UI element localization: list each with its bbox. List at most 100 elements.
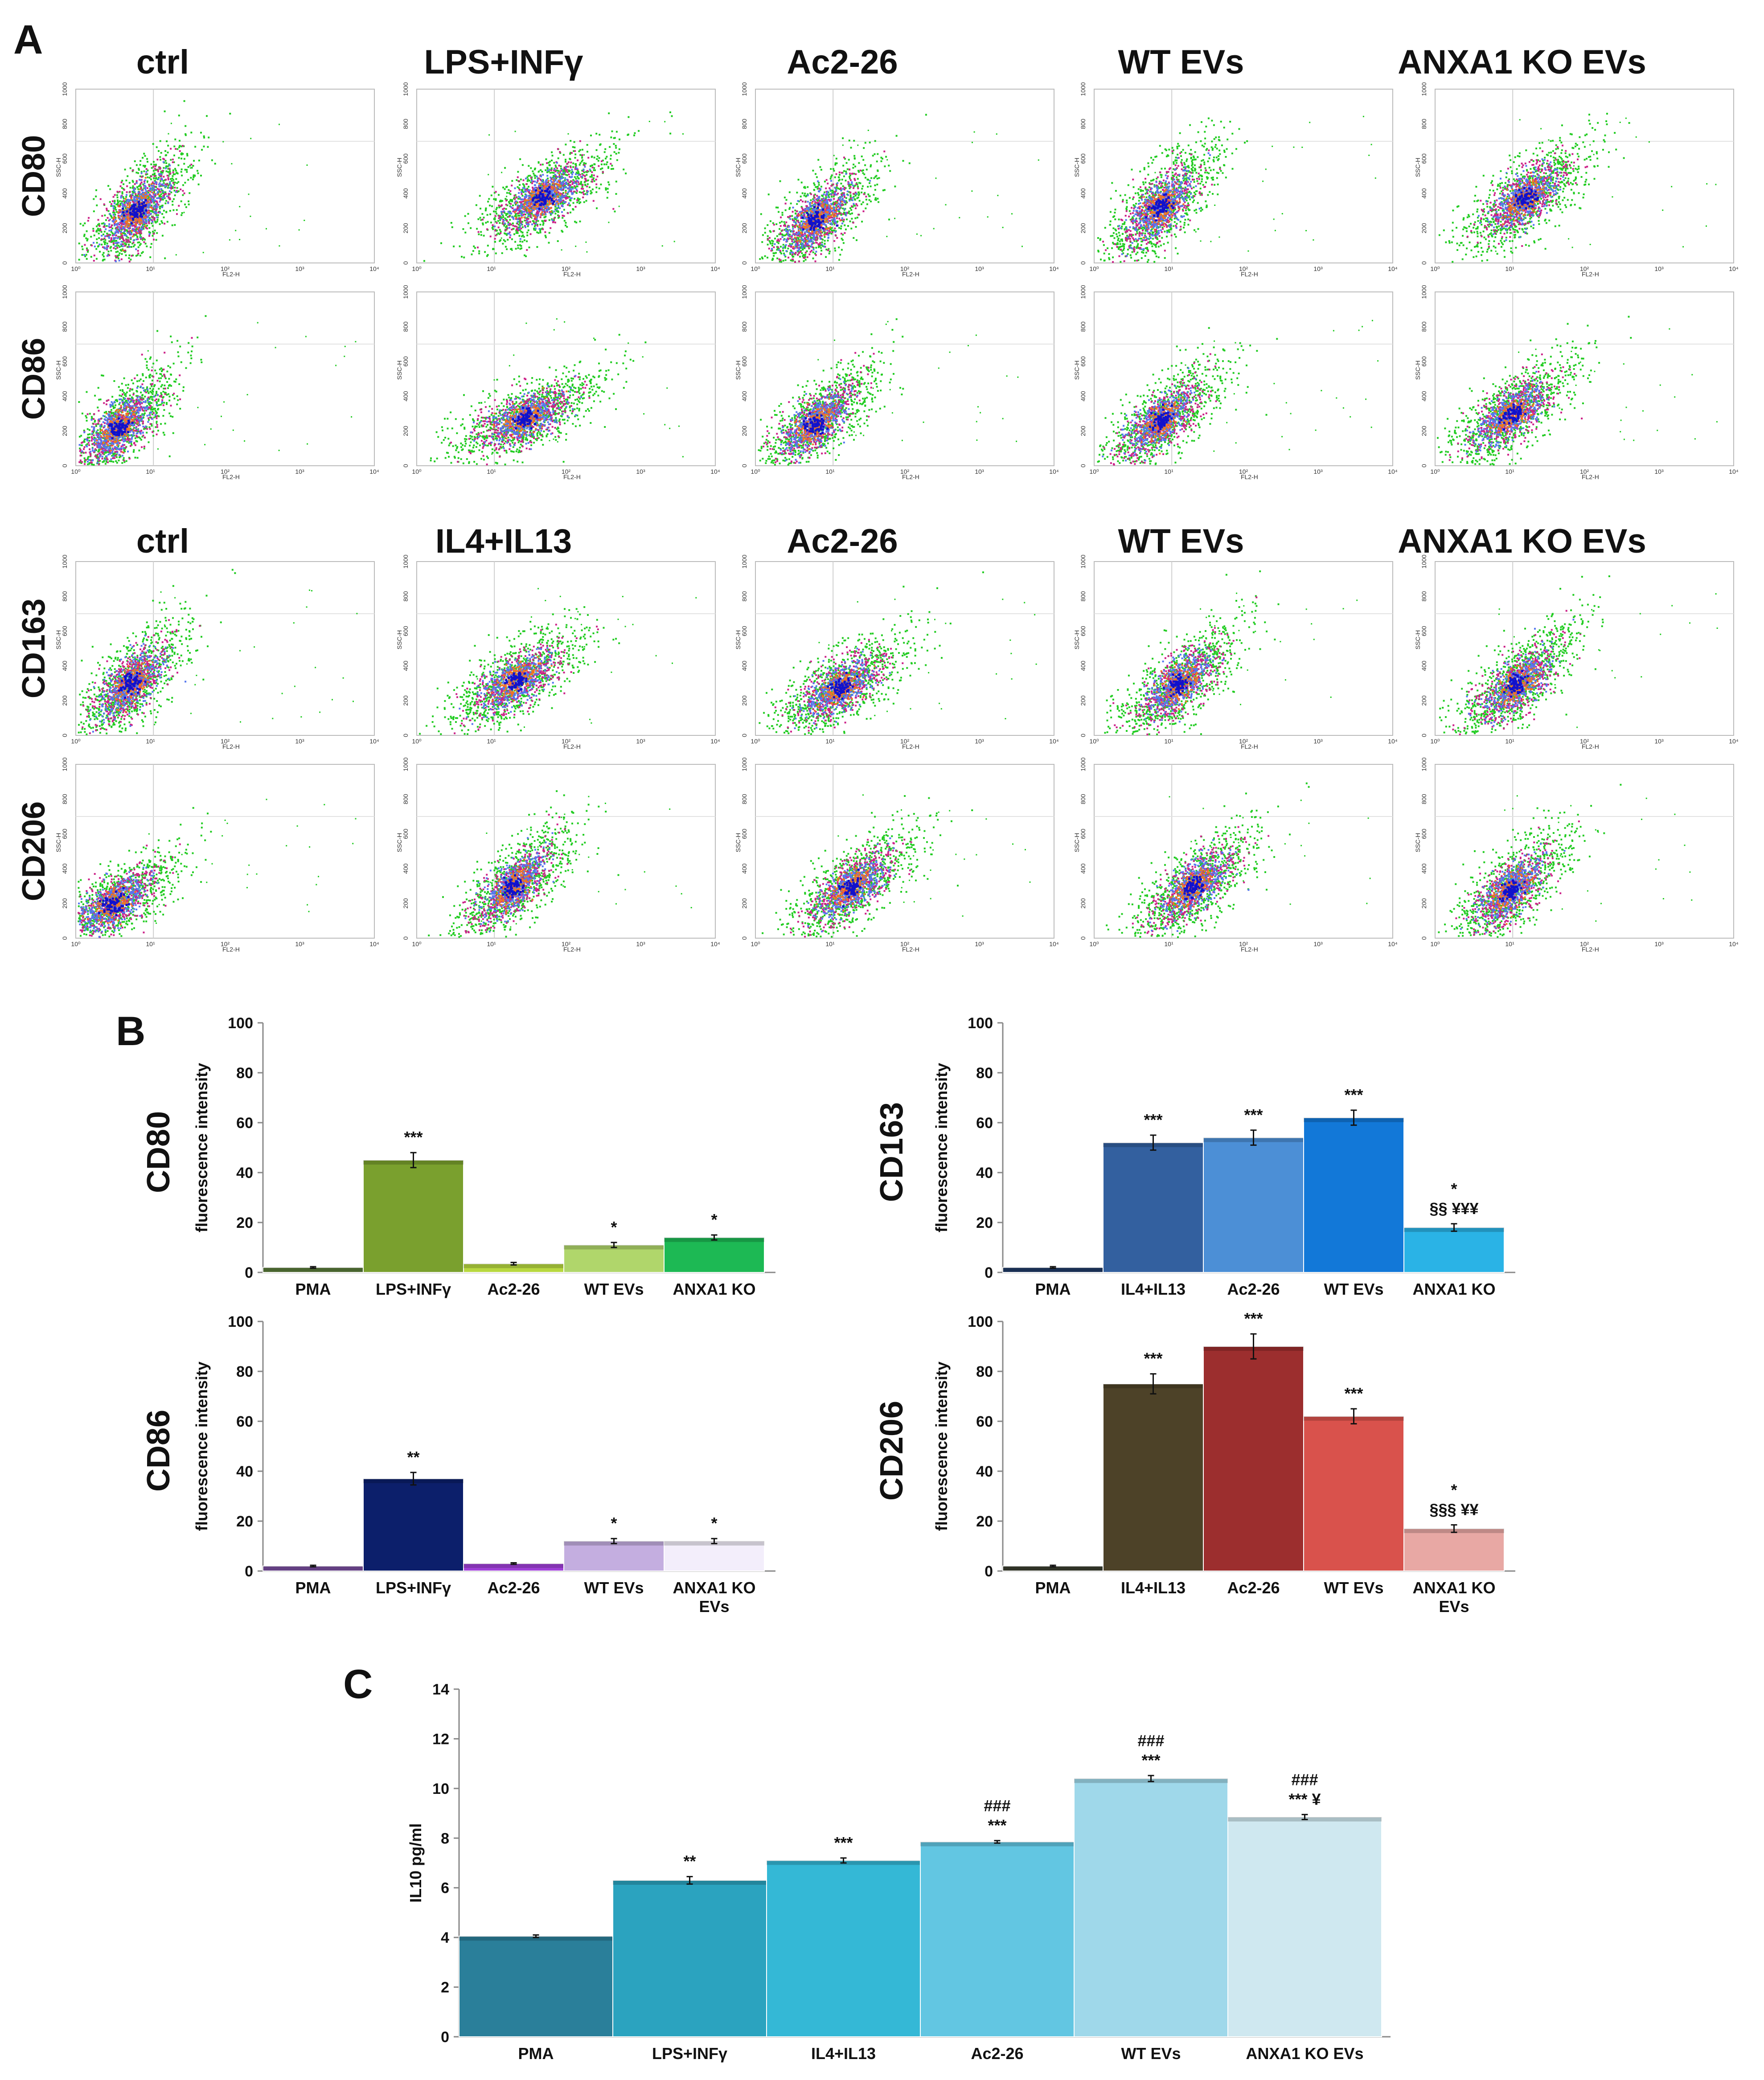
x-tick: 10¹ (146, 468, 155, 475)
y-tick: 600 (402, 356, 409, 367)
flow-plot-cd163-1: 10⁰ 10¹ 10² 10³ 10⁴ FL2-H 0 200 400 600 800 1000 SSC… (55, 554, 379, 750)
x-tick: 10⁴ (1049, 940, 1059, 948)
significance-label: * (1451, 1481, 1457, 1499)
y-tick: 0 (1420, 464, 1428, 468)
y-tick: 0 (741, 734, 748, 737)
x-tick: 10³ (1313, 738, 1323, 745)
x-tick: 10⁴ (1049, 468, 1059, 475)
x-tick: 10¹ (1164, 940, 1173, 948)
y-tick: 400 (741, 863, 748, 874)
scatter-points (1106, 782, 1310, 938)
y-axis-label: SSC-H (55, 630, 62, 650)
y-tick-label: 0 (245, 1264, 253, 1281)
flow-plot-cd163-4: 10⁰ 10¹ 10² 10³ 10⁴ FL2-H 0 200 400 600 800 1000 SSC… (1073, 554, 1398, 750)
significance-label: *** (1344, 1086, 1363, 1104)
plot-frame (755, 764, 1054, 939)
plot-frame (416, 89, 716, 263)
y-tick: 600 (741, 153, 748, 164)
y-tick: 200 (61, 223, 68, 234)
x-tick: 10³ (636, 265, 645, 272)
category-label: Ac2-26 (1227, 1280, 1280, 1298)
y-tick: 0 (402, 464, 409, 468)
bar-chart-cd86: 0 20 40 60 80 100 fluorescence intensity CD86 PM… (141, 1313, 775, 1616)
y-tick: 200 (1079, 426, 1087, 436)
x-axis-label: FL2-H (1582, 473, 1599, 480)
x-tick: 10⁴ (1729, 265, 1739, 272)
x-tick: 10⁴ (1729, 940, 1739, 948)
y-tick: 0 (61, 936, 68, 940)
y-tick: 1000 (61, 285, 68, 299)
x-tick: 10³ (1654, 940, 1664, 948)
y-axis-label: SSC-H (1414, 833, 1421, 853)
significance-label: ### (1291, 1770, 1318, 1789)
x-axis-label: FL2-H (902, 473, 919, 480)
x-tick: 10³ (295, 738, 304, 745)
x-tick: 10² (221, 265, 230, 272)
significance-label: *** (1141, 1751, 1160, 1769)
x-tick: 10⁰ (71, 265, 81, 272)
plot-frame (416, 764, 716, 939)
scatter-points (763, 352, 875, 464)
y-tick: 1000 (1420, 285, 1428, 299)
x-axis-label: FL2-H (902, 743, 919, 750)
x-tick: 10² (221, 940, 230, 948)
x-tick: 10⁴ (1049, 265, 1059, 272)
y-tick: 400 (1420, 188, 1428, 199)
category-label: WT EVs (584, 1280, 644, 1298)
y-tick: 200 (1079, 223, 1087, 234)
panel-letter-a: A (13, 17, 43, 62)
category-label: ANXA1 KO EVs (1246, 2044, 1363, 2063)
x-tick: 10⁴ (1388, 738, 1398, 745)
x-tick: 10⁰ (751, 265, 760, 272)
scatter-points (78, 807, 212, 938)
y-tick: 600 (1079, 829, 1087, 839)
scatter-points (1118, 152, 1211, 257)
y-axis-label: SSC-H (734, 158, 742, 177)
bar-chart-cd80: 0 20 40 60 80 100 fluorescence intensity CD80 PM… (141, 1015, 775, 1298)
x-tick: 10⁴ (1388, 265, 1398, 272)
y-tick-label: 60 (976, 1413, 993, 1430)
x-axis-label: FL2-H (1582, 271, 1599, 278)
y-tick: 200 (61, 898, 68, 909)
y-tick: 800 (741, 321, 748, 332)
x-tick: 10⁴ (369, 468, 379, 475)
x-tick: 10³ (975, 265, 984, 272)
y-tick: 200 (741, 898, 748, 909)
y-tick: 400 (402, 863, 409, 874)
x-tick: 10⁴ (710, 940, 720, 948)
y-tick: 1000 (1420, 757, 1428, 771)
plot-frame (1435, 561, 1734, 736)
y-tick: 400 (61, 863, 68, 874)
bar-wt-evs (1303, 1415, 1404, 1572)
x-tick: 10² (900, 468, 910, 475)
panel-letter-b: B (116, 1009, 145, 1054)
y-tick: 1000 (402, 554, 409, 568)
scatter-points (1498, 402, 1526, 431)
y-tick-label: 80 (236, 1363, 253, 1380)
significance-label: ### (1137, 1731, 1164, 1750)
y-axis-title: fluorescence intensity (193, 1063, 211, 1232)
y-tick: 200 (1420, 695, 1428, 706)
scatter-points (108, 417, 134, 439)
x-tick: 10¹ (825, 940, 835, 948)
x-axis-label: FL2-H (1241, 271, 1258, 278)
chart-label-cd86: CD86 (141, 1410, 176, 1492)
x-tick: 10¹ (825, 738, 835, 745)
flow-plot-cd80-4: 10⁰ 10¹ 10² 10³ 10⁴ FL2-H 0 200 400 600 800 1000 SSC… (1073, 82, 1398, 278)
y-tick: 1000 (1420, 82, 1428, 96)
scatter-points (95, 405, 139, 453)
y-tick: 0 (1420, 734, 1428, 737)
y-tick: 800 (741, 794, 748, 804)
x-tick: 10⁰ (751, 468, 760, 475)
category-label: LPS+INFγ (652, 2044, 727, 2063)
chart-label-cd163: CD163 (874, 1102, 910, 1202)
y-tick: 200 (61, 426, 68, 436)
bar-wt-evs (1074, 1778, 1228, 2038)
y-tick: 1000 (1079, 82, 1087, 96)
y-axis-label: SSC-H (55, 158, 62, 177)
x-axis-label: FL2-H (563, 946, 581, 953)
category-label: EVs (1439, 1597, 1469, 1616)
significance-label: *** (1344, 1384, 1363, 1403)
y-tick: 400 (741, 661, 748, 671)
bar-top-shade (1003, 1267, 1103, 1272)
